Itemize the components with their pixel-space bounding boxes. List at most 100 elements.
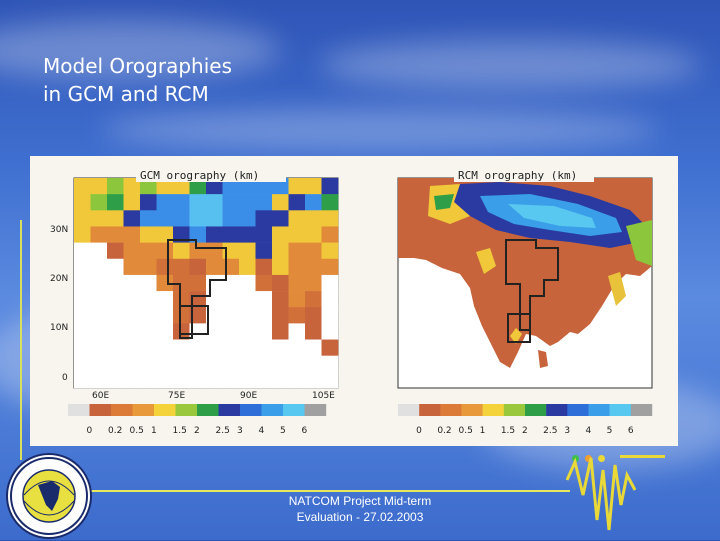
gcm-grid-cell xyxy=(156,355,174,373)
gcm-grid-cell xyxy=(239,194,256,211)
footer-line-2: Evaluation - 27.02.2003 xyxy=(296,510,424,524)
gcm-grid-cell xyxy=(107,242,124,260)
gcm-grid-cell xyxy=(206,323,223,340)
gcm-grid-cell xyxy=(90,339,108,356)
gcm-grid-cell xyxy=(189,323,207,340)
gcm-grid-cell xyxy=(74,274,91,292)
gcm-grid-cell xyxy=(305,226,322,243)
colorbar-segment xyxy=(419,404,441,416)
gcm-grid-cell xyxy=(288,355,306,373)
gcm-grid-cell xyxy=(272,226,289,243)
slide-title-line-1: Model Orographies xyxy=(43,54,232,78)
gcm-grid-cell xyxy=(206,274,223,292)
colorbar-label: 1.5 xyxy=(501,426,515,436)
gcm-grid-cell xyxy=(173,178,190,195)
gcm-grid-cell xyxy=(90,194,108,211)
colorbar-label: 0.2 xyxy=(437,426,451,436)
gcm-grid-cell xyxy=(107,178,124,195)
gcm-grid-cell xyxy=(123,258,141,276)
gcm-grid-cell xyxy=(255,307,273,324)
gcm-grid-cell xyxy=(74,194,91,211)
gcm-grid-cell xyxy=(321,194,339,211)
gcm-grid-cell xyxy=(321,323,339,340)
gcm-grid-cell xyxy=(288,178,306,195)
gcm-grid-cell xyxy=(140,226,157,243)
gcm-grid-cell xyxy=(239,291,256,308)
gcm-grid-cell xyxy=(222,371,240,389)
gcm-grid-cell xyxy=(206,258,223,276)
gcm-grid-cell xyxy=(305,291,322,308)
gcm-grid-cell xyxy=(222,178,240,195)
gcm-grid-cell xyxy=(173,242,190,260)
yellow-dot-icon xyxy=(598,455,605,462)
colorbar-segment xyxy=(503,404,526,416)
gcm-grid-cell xyxy=(272,274,289,292)
gcm-grid-cell xyxy=(255,258,273,276)
gcm-grid-cell xyxy=(189,178,207,195)
gcm-grid-cell xyxy=(107,210,124,227)
gcm-grid-cell xyxy=(156,307,174,324)
gcm-grid-cell xyxy=(321,258,339,276)
gcm-grid-cell xyxy=(140,291,157,308)
colorbar-label: 2.5 xyxy=(216,426,230,436)
gcm-grid-cell xyxy=(156,339,174,356)
gcm-grid-cell xyxy=(173,258,190,276)
decorative-vertical-line xyxy=(20,220,22,460)
gcm-grid-cell xyxy=(173,323,190,340)
gcm-grid-cell xyxy=(239,178,256,195)
gcm-grid-cell xyxy=(305,323,322,340)
gcm-grid-cell xyxy=(74,242,91,260)
y-tick-10n: 10N xyxy=(50,323,68,333)
gcm-grid-cell xyxy=(222,226,240,243)
left-colorbar xyxy=(68,404,327,416)
colorbar-segment xyxy=(175,404,198,416)
gcm-grid-cell xyxy=(107,291,124,308)
gcm-grid-cell xyxy=(74,355,91,373)
colorbar-segment xyxy=(525,404,547,416)
gcm-grid-cell xyxy=(107,323,124,340)
gcm-grid-cell xyxy=(321,226,339,243)
gcm-grid-cell xyxy=(288,339,306,356)
gcm-grid-cell xyxy=(272,178,289,195)
gcm-grid-cell xyxy=(272,210,289,227)
gcm-grid-cell xyxy=(321,307,339,324)
gcm-grid-cell xyxy=(123,323,141,340)
gcm-grid-cell xyxy=(206,339,223,356)
gcm-grid-cell xyxy=(206,226,223,243)
gcm-grid-cell xyxy=(305,178,322,195)
gcm-grid-cell xyxy=(156,371,174,389)
gcm-grid-cell xyxy=(222,323,240,340)
gcm-grid-cell xyxy=(272,307,289,324)
gcm-grid-cell xyxy=(305,339,322,356)
x-tick-75e: 75E xyxy=(168,391,185,401)
colorbar-label: 3 xyxy=(564,426,570,436)
rcm-orography-field xyxy=(398,178,652,368)
gcm-grid-cell xyxy=(156,226,174,243)
colorbar-segment xyxy=(398,404,420,416)
gcm-grid-cell xyxy=(140,339,157,356)
gcm-grid-cell xyxy=(321,178,339,195)
gcm-grid-cell xyxy=(272,355,289,373)
gcm-grid-cell xyxy=(74,371,91,389)
gcm-grid-cell xyxy=(305,242,322,260)
gcm-grid-cell xyxy=(156,258,174,276)
gcm-grid-cell xyxy=(272,194,289,211)
colorbar-label: 1 xyxy=(151,426,157,436)
colorbar-segment xyxy=(546,404,568,416)
left-colorbar-labels: 0 0.2 0.5 1 1.5 2 2.5 3 4 5 6 xyxy=(87,426,308,436)
y-tick-0: 0 xyxy=(62,373,68,383)
gcm-grid-cell xyxy=(173,274,190,292)
colorbar-label: 1.5 xyxy=(173,426,187,436)
gcm-grid-cell xyxy=(189,242,207,260)
colorbar-label: 0.2 xyxy=(108,426,122,436)
gcm-grid-cell xyxy=(173,355,190,373)
gcm-grid-cell xyxy=(288,210,306,227)
gcm-grid-cell xyxy=(107,258,124,276)
gcm-inner-box xyxy=(179,305,209,335)
gcm-grid-cell xyxy=(288,258,306,276)
colorbar-segment xyxy=(609,404,632,416)
gcm-grid-cell xyxy=(156,178,174,195)
gcm-grid-cell xyxy=(288,371,306,389)
right-map-title: RCM orography (km) xyxy=(458,169,577,182)
gcm-grid-cell xyxy=(239,371,256,389)
